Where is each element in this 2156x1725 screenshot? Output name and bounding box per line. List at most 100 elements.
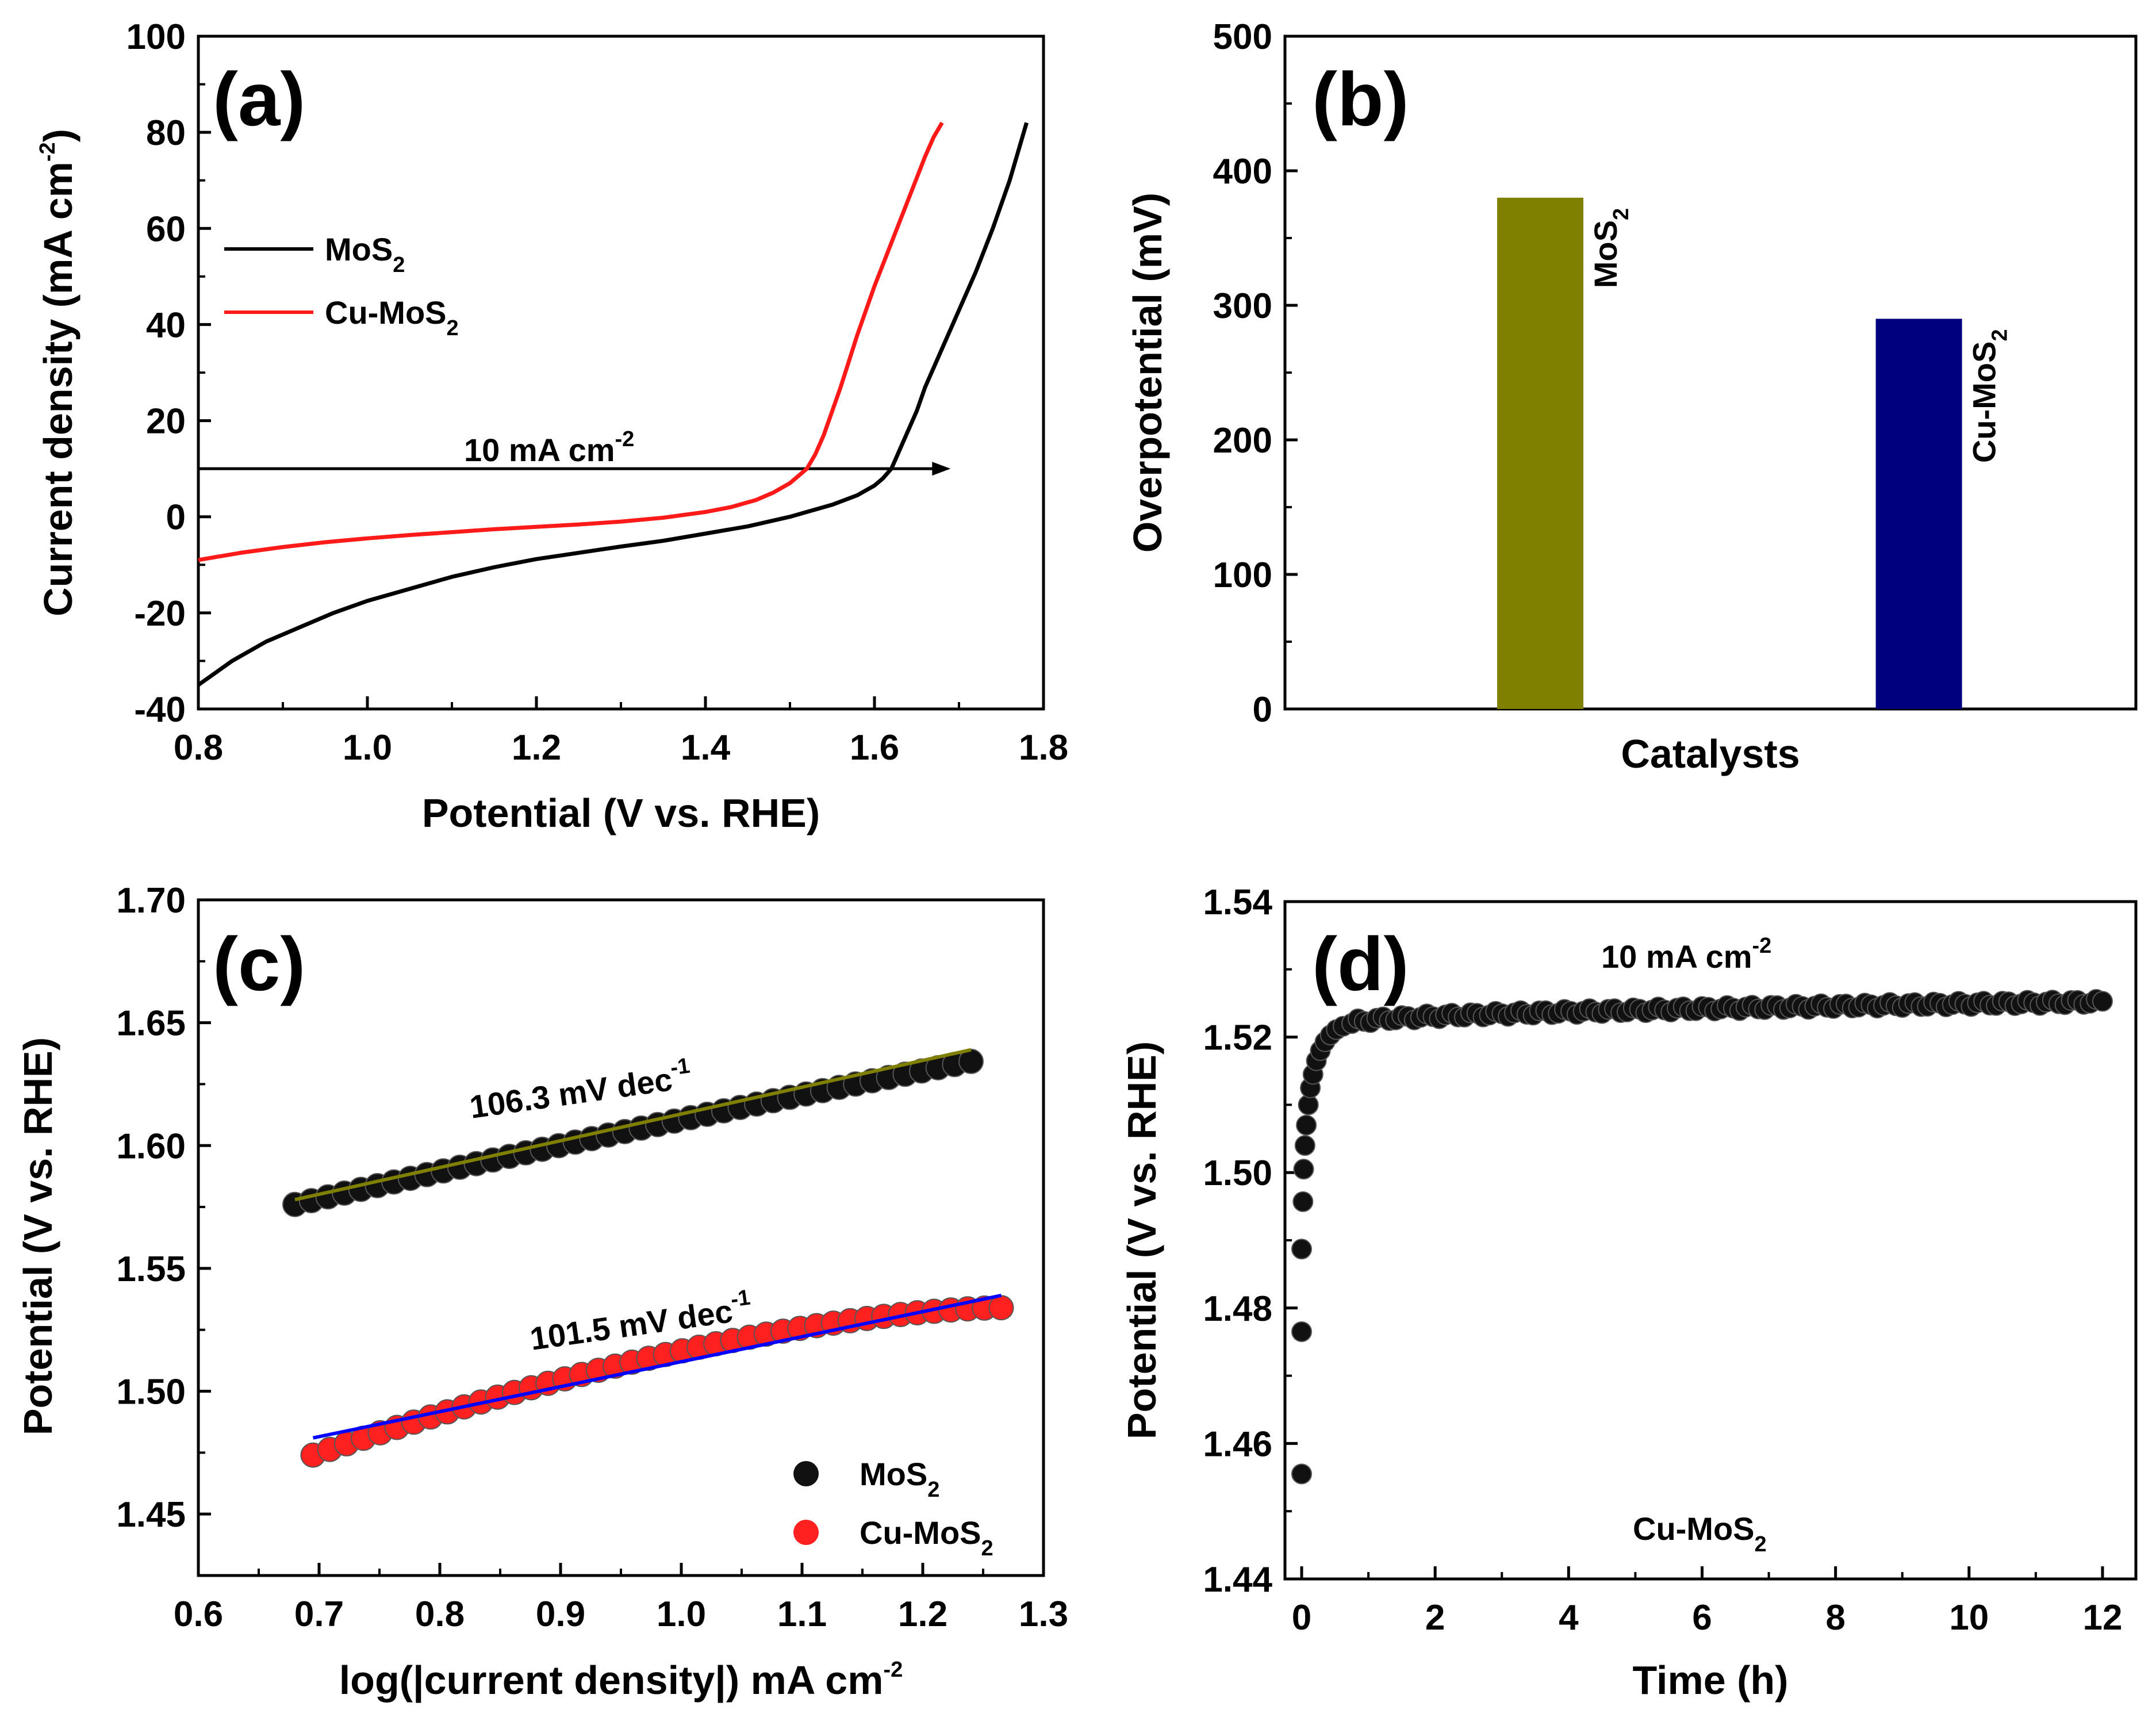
- x-tick-label: 1.1: [777, 1594, 827, 1634]
- x-tick-label: 1.6: [850, 728, 899, 768]
- panel-c-series: [282, 1048, 1014, 1468]
- x-tick-label: 1.0: [657, 1594, 706, 1634]
- panel-b-plot-frame: [1283, 34, 2138, 711]
- data-point-cu-mos2: [988, 1295, 1014, 1321]
- panel-b-tag: (b): [1312, 57, 1409, 141]
- y-tick-label: 0: [166, 498, 186, 538]
- panel-c-tafel-chart: 0.6 0.7 0.8 0.9 1.0 1.1 1.2 1.3 1.45 1.50 1.55 1.60…: [16, 881, 1068, 1703]
- x-tick-label: 0: [1292, 1598, 1311, 1638]
- panel-d-y-axis-title: Potential (V vs. RHE): [1119, 1041, 1164, 1439]
- y-tick-label: 80: [146, 113, 186, 153]
- y-tick-label: 1.52: [1203, 1018, 1272, 1058]
- panel-d-series: [1291, 989, 2113, 1485]
- y-tick-label: 1.54: [1203, 883, 1272, 922]
- bar-cu-mos2: [1875, 319, 1962, 709]
- panel-a-reference-label: 10 mA cm-2: [464, 427, 634, 468]
- y-tick-label: 1.50: [1203, 1153, 1272, 1193]
- x-tick-label: 12: [2082, 1598, 2122, 1638]
- y-tick-label: 1.46: [1203, 1424, 1272, 1464]
- panel-b-bars: MoS2 Cu-MoS2: [1497, 197, 2012, 709]
- panel-d-tag: (d): [1312, 922, 1409, 1006]
- y-tick-label: 1.50: [116, 1373, 186, 1412]
- y-tick-label: 300: [1213, 286, 1272, 326]
- panel-a-series: [197, 121, 1029, 687]
- panel-a-tag: (a): [213, 57, 305, 141]
- panel-d-ticks: 0 2 4 6 8 10 12 1.44 1.46 1.48 1.50 1.52 1.54: [1203, 883, 2122, 1638]
- y-tick-label: 1.45: [116, 1495, 186, 1535]
- x-tick-label: 1.2: [898, 1594, 947, 1634]
- y-tick-label: 100: [1213, 555, 1272, 595]
- y-tick-label: 1.44: [1203, 1560, 1272, 1600]
- x-tick-label: 2: [1425, 1598, 1445, 1638]
- y-tick-label: 200: [1213, 421, 1272, 461]
- y-tick-label: -40: [134, 690, 186, 730]
- data-point-cu-mos2: [2092, 991, 2113, 1012]
- y-tick-label: 1.60: [116, 1126, 186, 1166]
- x-tick-label: 1.3: [1019, 1594, 1068, 1634]
- panel-d-stability-chart: 0 2 4 6 8 10 12 1.44 1.46 1.48 1.50 1.52 1.54 (d) 10…: [1119, 883, 2138, 1703]
- y-tick-label: 60: [146, 209, 186, 249]
- x-tick-label: 1.4: [681, 728, 731, 768]
- y-tick-label: 1.48: [1203, 1289, 1272, 1329]
- y-tick-label: 1.55: [116, 1249, 186, 1289]
- fit-line-mos2: [294, 1048, 972, 1202]
- series-line-cu-mos2: [198, 121, 944, 562]
- panel-a-y-axis-title: Current density (mA cm-2): [36, 129, 80, 616]
- y-tick-label: 100: [126, 17, 186, 57]
- panel-b-overpotential-chart: 0 100 200 300 400 500 MoS2 Cu-MoS2 (b) Catalys…: [1125, 17, 2138, 776]
- legend-label-mos2: MoS2: [860, 1456, 939, 1502]
- y-tick-label: 500: [1213, 17, 1272, 57]
- panel-b-ticks: 0 100 200 300 400 500: [1213, 17, 1298, 730]
- panel-b-x-axis-title: Catalysts: [1621, 731, 1800, 776]
- data-point-cu-mos2: [1294, 1135, 1315, 1156]
- x-tick-label: 0.6: [174, 1594, 223, 1634]
- panel-a-x-axis-title: Potential (V vs. RHE): [422, 791, 820, 835]
- legend-marker-cu-mos2: [793, 1520, 819, 1545]
- data-point-cu-mos2: [1292, 1191, 1314, 1212]
- x-tick-label: 10: [1949, 1598, 1989, 1638]
- panel-b-y-axis-title: Overpotential (mV): [1125, 193, 1170, 553]
- data-point-cu-mos2: [1293, 1159, 1314, 1180]
- x-tick-label: 1.0: [343, 728, 392, 768]
- x-tick-label: 0.9: [536, 1594, 585, 1634]
- y-tick-label: 1.65: [116, 1004, 186, 1044]
- data-point-cu-mos2: [1291, 1321, 1312, 1342]
- panel-c-tag: (c): [213, 922, 305, 1006]
- x-tick-label: 0.8: [174, 728, 223, 768]
- panel-d-sample-label: Cu-MoS2: [1633, 1511, 1767, 1557]
- reference-arrow-head: [932, 462, 951, 476]
- y-tick-label: 1.70: [116, 881, 186, 921]
- x-tick-label: 4: [1559, 1598, 1579, 1638]
- panel-a-plot-frame: [197, 34, 1045, 711]
- data-point-cu-mos2: [1291, 1463, 1312, 1485]
- y-tick-label: 40: [146, 305, 186, 345]
- bar-mos2: [1497, 197, 1583, 709]
- y-tick-label: 400: [1213, 152, 1272, 191]
- legend-label-cu-mos2: Cu-MoS2: [325, 294, 459, 340]
- panel-c-y-axis-title: Potential (V vs. RHE): [16, 1037, 60, 1435]
- legend-label-cu-mos2: Cu-MoS2: [860, 1515, 993, 1561]
- y-tick-label: -20: [134, 594, 186, 634]
- bar-label-cu-mos2: Cu-MoS2: [1966, 329, 2012, 463]
- bar-label-mos2: MoS2: [1587, 208, 1633, 288]
- data-point-mos2: [958, 1048, 984, 1074]
- data-point-cu-mos2: [1291, 1239, 1312, 1260]
- x-tick-label: 0.7: [294, 1594, 344, 1634]
- legend-marker-mos2: [793, 1461, 819, 1486]
- panel-c-ticks: 0.6 0.7 0.8 0.9 1.0 1.1 1.2 1.3 1.45 1.50 1.55 1.60…: [116, 881, 1068, 1634]
- legend-label-mos2: MoS2: [325, 231, 405, 277]
- x-tick-label: 6: [1692, 1598, 1712, 1638]
- data-point-cu-mos2: [1296, 1114, 1317, 1136]
- x-tick-label: 1.2: [512, 728, 561, 768]
- panel-c-legend: MoS2 Cu-MoS2: [793, 1456, 993, 1561]
- panel-a-ticks: 0.8 1.0 1.2 1.4 1.6 1.8 -40 -20 0 20 40 60 80 100: [126, 17, 1069, 768]
- panel-d-x-axis-title: Time (h): [1633, 1658, 1789, 1703]
- fit-line-cu-mos2: [312, 1293, 1002, 1440]
- panel-c-x-axis-title: log(|current density|) mA cm-2: [339, 1658, 903, 1703]
- panel-a-legend: MoS2 Cu-MoS2: [224, 231, 459, 340]
- x-tick-label: 1.8: [1019, 728, 1068, 768]
- panel-a-lsv-chart: 0.8 1.0 1.2 1.4 1.6 1.8 -40 -20 0 20 40 60 80 100 (a)…: [36, 17, 1068, 835]
- x-tick-label: 0.8: [415, 1594, 465, 1634]
- panel-d-current-label: 10 mA cm-2: [1601, 934, 1771, 975]
